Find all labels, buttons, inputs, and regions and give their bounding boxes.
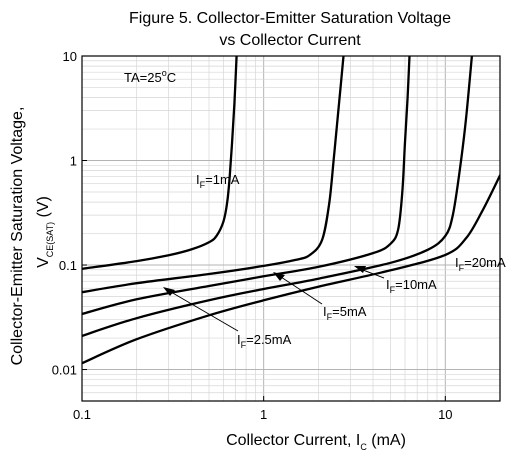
chart-title-line2: vs Collector Current bbox=[219, 32, 361, 49]
arrow-head-if-10ma bbox=[354, 266, 366, 273]
series-line-if5ma bbox=[82, 56, 411, 316]
y-tick-label: 0.01 bbox=[52, 363, 77, 378]
series-line-if20ma bbox=[82, 174, 500, 365]
y-tick-label: 10 bbox=[63, 49, 77, 64]
series-label-if-5ma: IF=5mA bbox=[323, 304, 367, 322]
y-axis-label-line1: Collector-Emitter Saturation Voltage, bbox=[9, 107, 26, 366]
label-arrows bbox=[163, 266, 385, 332]
arrow-if-10ma bbox=[362, 269, 385, 279]
series-layer bbox=[82, 56, 500, 365]
series-label-if-1ma: IF=1mA bbox=[196, 172, 240, 190]
temperature-condition: TA=25oC bbox=[124, 68, 176, 85]
y-tick-label: 1 bbox=[70, 154, 77, 169]
x-tick-label: 10 bbox=[438, 407, 452, 422]
arrow-if-2-5ma bbox=[170, 291, 239, 332]
x-tick-label: 0.1 bbox=[73, 407, 91, 422]
series-label-if-20ma: IF=20mA bbox=[455, 255, 506, 273]
plot-frame bbox=[81, 55, 501, 402]
arrow-head-if-5ma bbox=[273, 272, 285, 281]
x-tick-label: 1 bbox=[260, 407, 267, 422]
series-line-if10ma bbox=[82, 56, 474, 338]
series-label-if-10ma: IF=10mA bbox=[386, 277, 437, 295]
y-tick-label: 0.1 bbox=[59, 258, 77, 273]
x-axis-label: Collector Current, IC (mA) bbox=[226, 432, 406, 452]
series-label-if-2-5ma: IF=2.5mA bbox=[237, 332, 292, 350]
arrow-if-5ma bbox=[280, 276, 323, 305]
tick-labels: 0.1 1 10 0.01 0.1 1 10 bbox=[52, 49, 453, 422]
arrow-head-if-2-5ma bbox=[163, 287, 175, 296]
y-axis-label-line2: VCE(SAT) (V) bbox=[35, 196, 55, 268]
series-line-if1ma bbox=[82, 56, 238, 270]
grid bbox=[81, 55, 501, 402]
chart-title-line1: Figure 5. Collector-Emitter Saturation V… bbox=[129, 10, 451, 27]
series-line-if2-5ma bbox=[82, 56, 345, 294]
